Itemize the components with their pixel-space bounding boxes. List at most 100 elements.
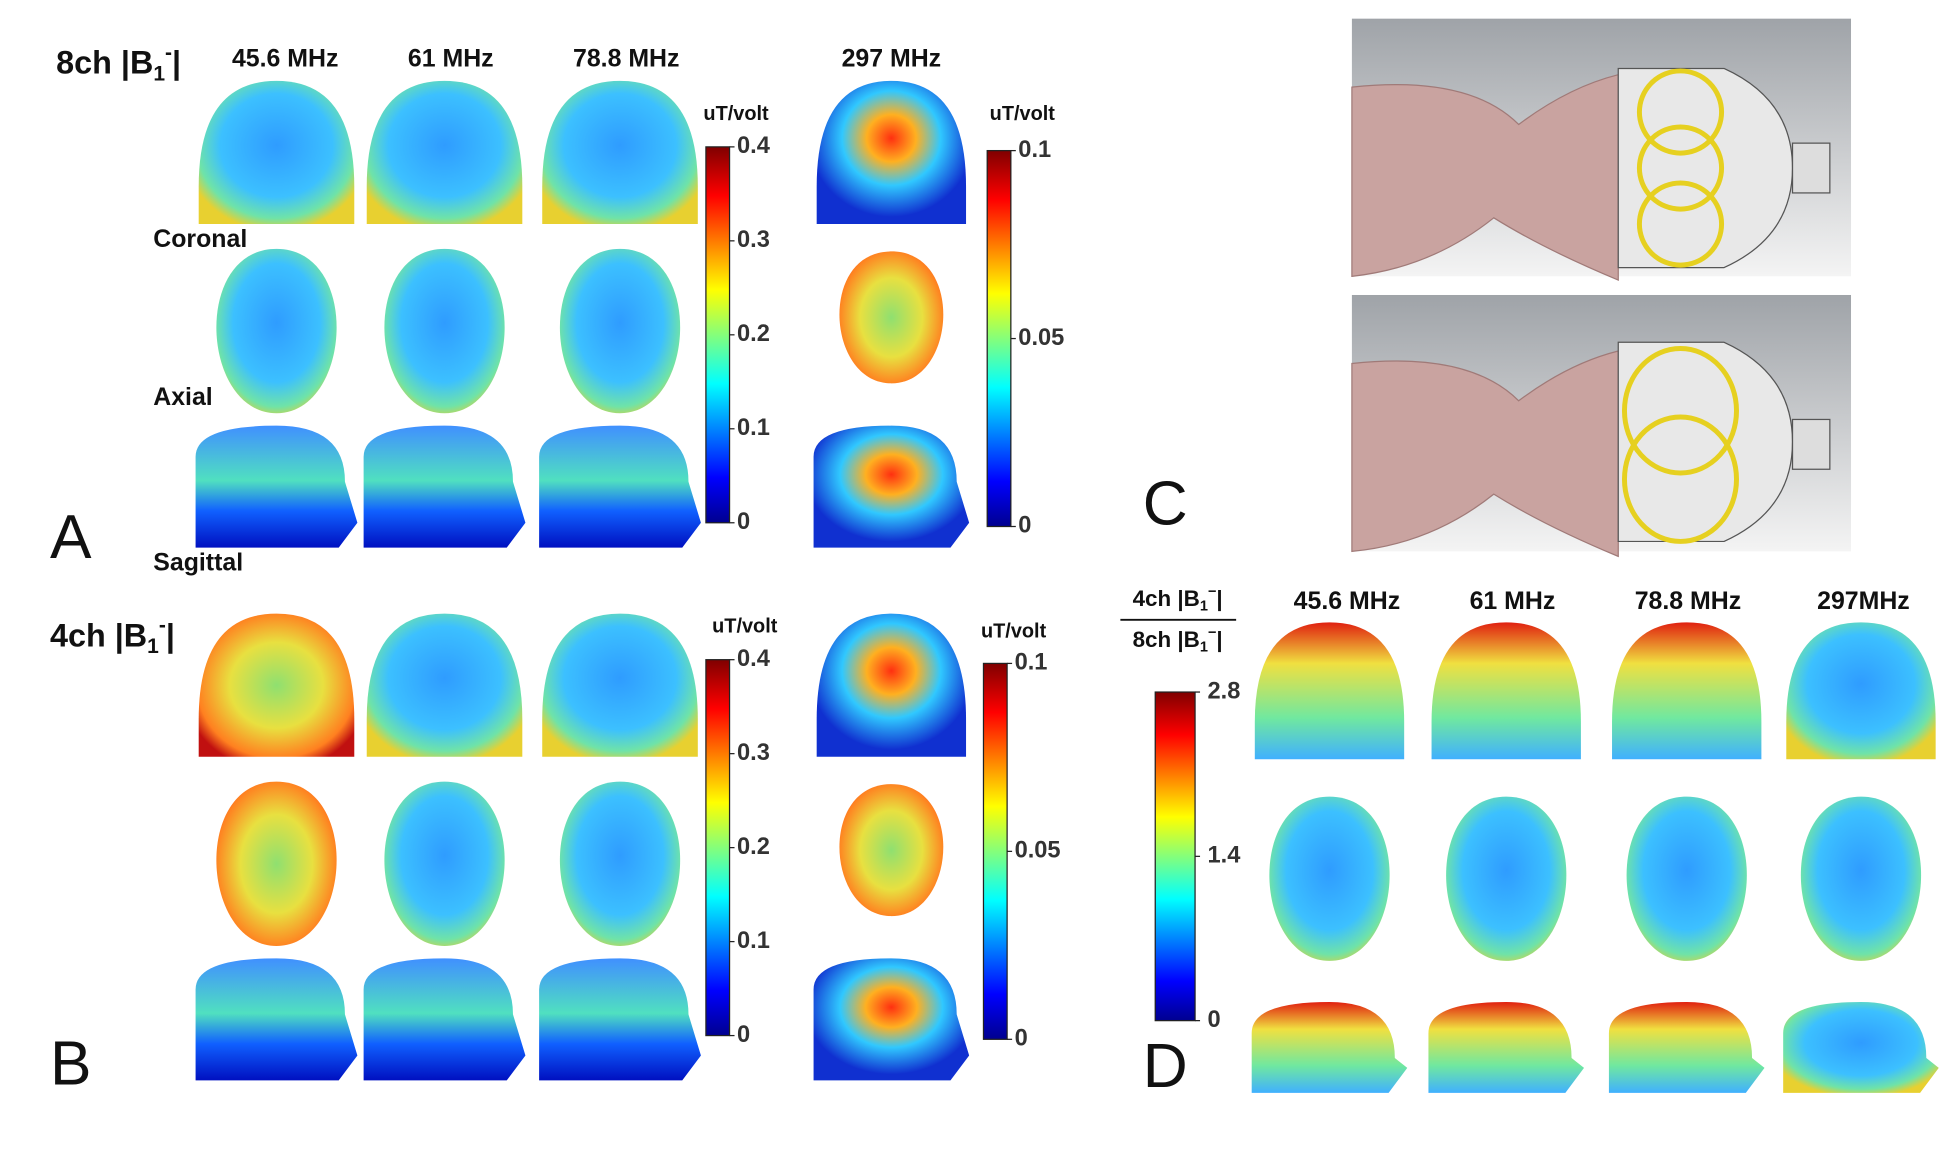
rich-label: 4ch |B1−| (1133, 584, 1223, 615)
field-map (366, 613, 523, 757)
rich-label: 8ch |B1−| (1133, 625, 1223, 656)
field-map (363, 425, 526, 548)
view-label: Sagittal (153, 548, 243, 576)
colorbar (982, 662, 1008, 1040)
field-map (384, 781, 505, 946)
view-label: Coronal (153, 225, 247, 253)
field-map (198, 613, 355, 757)
body-model (1351, 73, 1619, 281)
field-map (1428, 1001, 1585, 1093)
field-map (366, 80, 523, 225)
field-map (1786, 622, 1936, 760)
superscript: - (165, 41, 172, 64)
subscript: 1 (153, 62, 165, 85)
field-map (1431, 622, 1581, 760)
field-map (216, 248, 337, 414)
field-map (1800, 796, 1922, 961)
panel-label: B (50, 1029, 91, 1098)
colorbar-tick-label: 1.4 (1208, 843, 1242, 869)
text-part: 4ch |B (50, 617, 147, 653)
rich-label: 4ch |B1-| (50, 614, 175, 658)
field-map (1254, 622, 1405, 760)
field-map (198, 80, 355, 225)
colorbar-tick-label: 0.4 (737, 646, 771, 672)
field-map (839, 251, 944, 384)
colorbar-unit: uT/volt (703, 103, 769, 125)
colorbar-unit: uT/volt (712, 616, 778, 638)
text-part: | (166, 617, 175, 653)
frequency-label: 61 MHz (408, 44, 494, 72)
colorbar (705, 659, 731, 1037)
colorbar (705, 146, 731, 524)
field-map (363, 958, 526, 1081)
field-map (1626, 796, 1747, 961)
coil-loops (1636, 68, 1725, 268)
field-map (542, 80, 698, 225)
coil-model (1351, 18, 1852, 558)
superscript: − (1208, 625, 1216, 641)
rich-label: 8ch |B1-| (56, 41, 181, 85)
field-map (1608, 1001, 1765, 1093)
text-part: 4ch |B (1133, 586, 1200, 611)
field-map (1251, 1001, 1408, 1093)
colorbar-tick-label: 2.8 (1208, 678, 1241, 704)
field-map (1446, 796, 1567, 961)
field-map (216, 781, 337, 946)
view-label: Axial (153, 383, 212, 411)
body-model (1351, 350, 1619, 558)
field-map (816, 613, 967, 757)
colorbar-tick-label: 0 (737, 1022, 750, 1048)
colorbar (1154, 691, 1196, 1022)
text-part: 8ch |B (56, 44, 153, 80)
field-map (839, 784, 944, 917)
field-map (1269, 796, 1390, 961)
colorbar-tick-label: 0 (737, 509, 750, 535)
coil-dome (1617, 341, 1794, 543)
text-part: 8ch |B (1133, 627, 1200, 652)
colorbar-tick-label: 0.1 (737, 928, 770, 954)
subscript: 1 (1200, 640, 1208, 656)
field-map (539, 958, 701, 1081)
text-part: | (172, 44, 181, 80)
field-map (1783, 1001, 1939, 1093)
subscript: 1 (1200, 599, 1208, 615)
field-map (542, 613, 698, 757)
frequency-label: 45.6 MHz (1294, 587, 1400, 615)
colorbar-unit: uT/volt (981, 621, 1047, 643)
frequency-label: 297MHz (1817, 587, 1910, 615)
colorbar-tick-label: 0.1 (1015, 650, 1048, 676)
field-map (813, 425, 970, 548)
colorbar-tick-label: 0.3 (737, 227, 770, 253)
panel-label: A (50, 503, 92, 572)
field-map (813, 958, 970, 1081)
superscript: − (1208, 584, 1216, 600)
colorbar-tick-label: 0.1 (1018, 137, 1051, 163)
subscript: 1 (147, 635, 159, 658)
frequency-label: 78.8 MHz (573, 44, 679, 72)
field-map (384, 248, 505, 414)
colorbar-tick-label: 0 (1208, 1007, 1221, 1033)
frequency-label: 78.8 MHz (1635, 587, 1741, 615)
colorbar-tick-label: 0.3 (737, 740, 770, 766)
frequency-label: 45.6 MHz (232, 44, 338, 72)
field-map (195, 958, 358, 1081)
superscript: - (159, 614, 166, 637)
colorbar-tick-label: 0.2 (737, 834, 770, 860)
coil-loops (1621, 346, 1739, 544)
colorbar-tick-label: 0.2 (737, 321, 770, 347)
colorbar-tick-label: 0.1 (737, 415, 770, 441)
frequency-label: 297 MHz (842, 44, 942, 72)
text-part: | (1216, 627, 1222, 652)
frequency-label: 61 MHz (1470, 587, 1556, 615)
colorbar (986, 149, 1012, 528)
colorbar-tick-label: 0 (1015, 1026, 1028, 1052)
field-map (559, 248, 681, 414)
text-part: | (1216, 586, 1222, 611)
panel-label: D (1143, 1032, 1188, 1101)
field-map (559, 781, 681, 946)
panel-label: C (1143, 469, 1188, 538)
field-map (816, 80, 967, 225)
colorbar-tick-label: 0 (1018, 513, 1031, 539)
